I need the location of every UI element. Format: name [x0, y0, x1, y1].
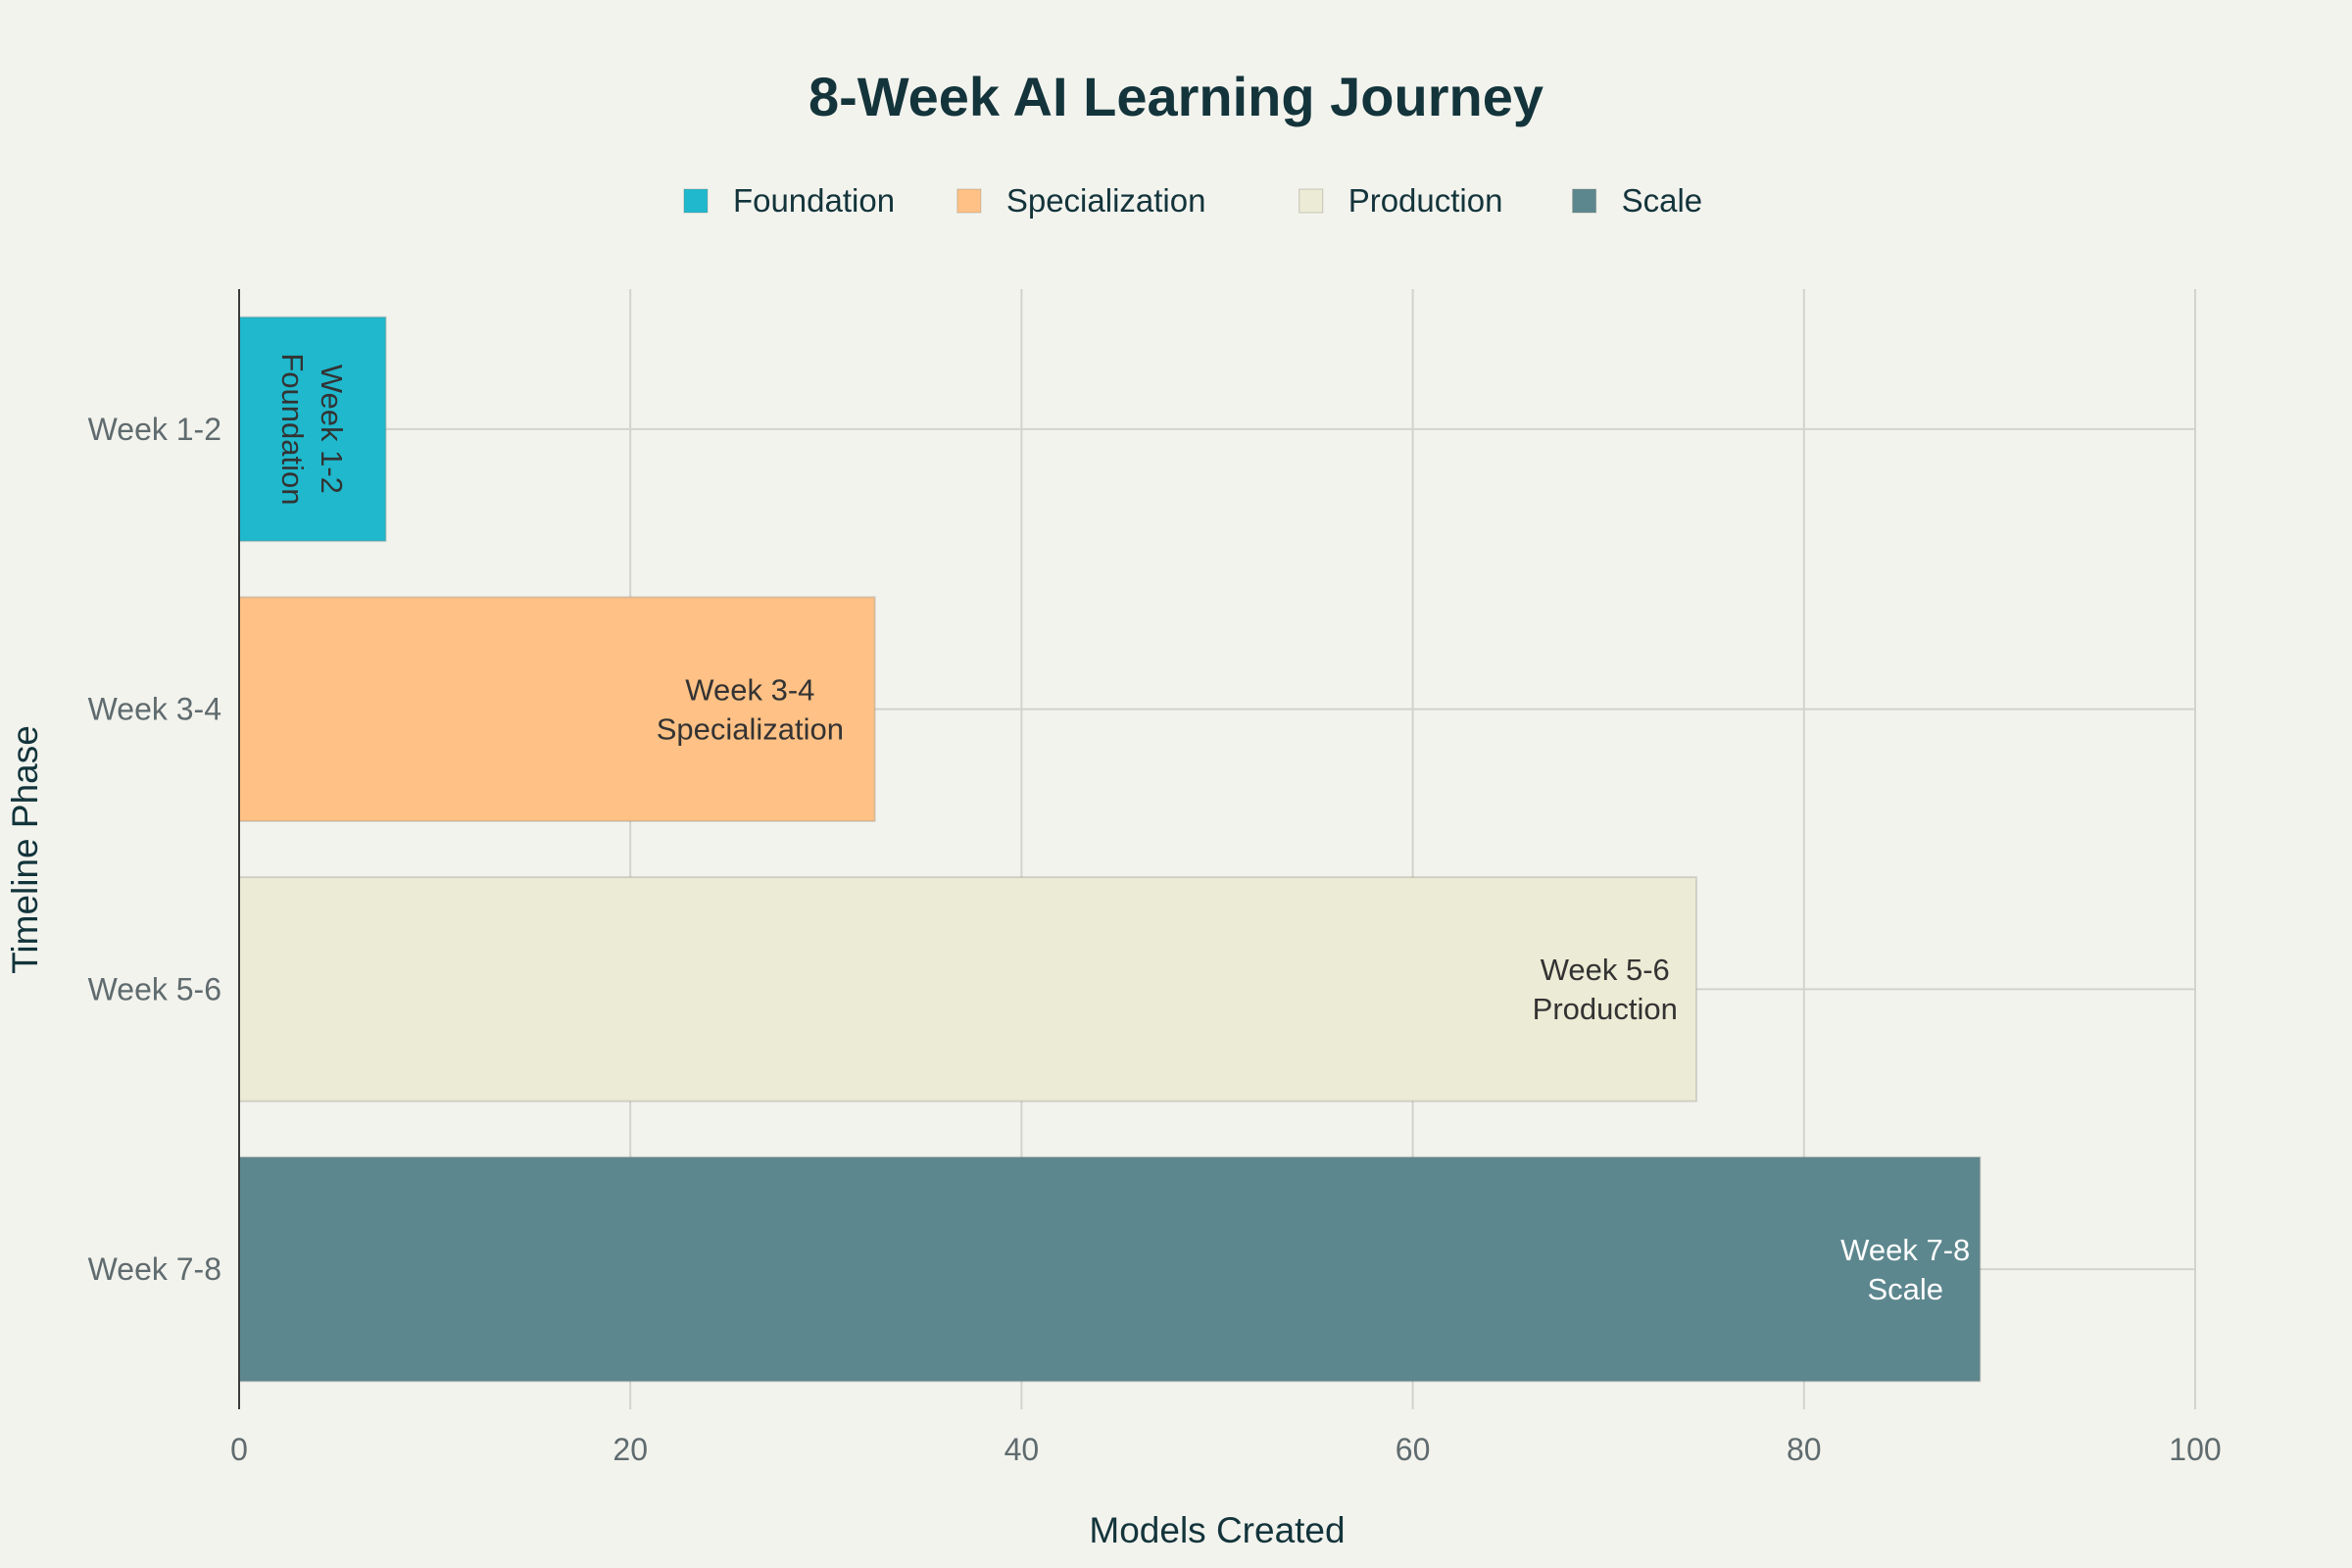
legend-item-foundation: Foundation: [683, 182, 895, 219]
bar-scale: [238, 1155, 1982, 1383]
x-axis: 0 20 40 60 80 100: [230, 1432, 2222, 1467]
y-tick-label: Week 7-8: [88, 1251, 221, 1287]
x-tick-label: 60: [1396, 1432, 1431, 1467]
bar-label-line: Week 1-2: [315, 365, 349, 494]
x-tick-label: 0: [230, 1432, 248, 1467]
legend-item-production: Production: [1298, 182, 1503, 219]
y-tick-label: Week 1-2: [88, 412, 221, 447]
bar-production: [238, 876, 1698, 1102]
bar-label-line: Foundation: [275, 353, 310, 505]
legend-swatch: [1572, 188, 1597, 214]
y-axis-title: Timeline Phase: [5, 725, 45, 974]
bar-label-line: Week 5-6: [1541, 953, 1670, 987]
x-tick-label: 80: [1787, 1432, 1822, 1467]
x-tick-label: 40: [1004, 1432, 1040, 1467]
y-axis: Week 1-2 Week 3-4 Week 5-6 Week 7-8: [88, 289, 240, 1409]
legend-item-specialization: Specialization: [956, 182, 1206, 219]
x-tick-label: 100: [2169, 1432, 2221, 1467]
bar-foundation: [238, 316, 387, 543]
legend-label: Foundation: [733, 182, 895, 219]
legend: Foundation Specialization Production Scale: [683, 182, 1703, 219]
legend-label: Production: [1348, 182, 1503, 219]
bar-label-line: Production: [1533, 992, 1678, 1026]
bar-specialization: [238, 596, 876, 822]
chart-title: 8-Week AI Learning Journey: [808, 66, 1544, 127]
bar-label: Week 1-2Foundation: [275, 353, 349, 505]
bar-label-line: Week 3-4: [685, 672, 814, 707]
bar-label: Week 3-4 Specialization: [657, 672, 844, 746]
legend-label: Scale: [1622, 182, 1703, 219]
legend-item-scale: Scale: [1572, 182, 1703, 219]
bar-label-line: Specialization: [657, 711, 844, 746]
x-axis-title: Models Created: [1089, 1510, 1345, 1550]
legend-swatch: [683, 188, 709, 214]
bars: Week 1-2Foundation Week 3-4 Specialization…: [238, 316, 1982, 1383]
legend-label: Specialization: [1006, 182, 1206, 219]
legend-swatch: [956, 188, 982, 214]
bar-label-line: Scale: [1867, 1272, 1943, 1306]
bar-label-line: Week 7-8: [1840, 1233, 1970, 1267]
y-tick-label: Week 5-6: [88, 971, 221, 1006]
bar-label: Week 5-6 Production: [1533, 953, 1678, 1026]
x-tick-label: 20: [612, 1432, 648, 1467]
y-tick-label: Week 3-4: [88, 692, 221, 727]
legend-swatch: [1298, 188, 1324, 214]
bar-label: Week 7-8 Scale: [1840, 1233, 1970, 1306]
